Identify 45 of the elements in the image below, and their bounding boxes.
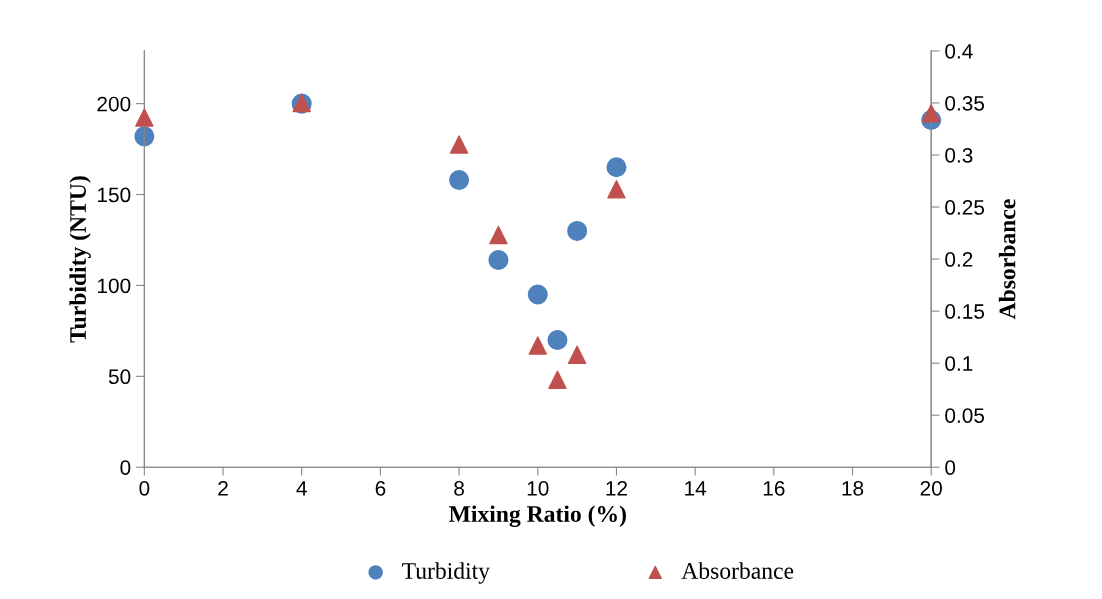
point: [567, 220, 588, 241]
point: [488, 249, 509, 270]
y-tick-label: 100: [98, 278, 131, 294]
point: [135, 108, 154, 127]
point: [449, 135, 469, 154]
x-tick-label: 4: [296, 481, 307, 496]
x-tick-label: 0: [139, 480, 150, 496]
y2-tick-label: 0.35: [945, 95, 985, 111]
point: [548, 370, 567, 389]
x-tick-label: 12: [606, 480, 627, 496]
point: [567, 345, 587, 365]
x-tick-label: 14: [685, 481, 707, 496]
x-tick-label: 6: [375, 480, 386, 496]
x-tick-label: 16: [763, 480, 785, 496]
y2-tick-label: 0.15: [945, 304, 985, 319]
x-tick-label: 20: [920, 480, 942, 496]
x-axis-title: Mixing Ratio (%): [448, 505, 626, 527]
point: [607, 180, 626, 199]
y2-tick-label: 0.25: [945, 200, 985, 215]
point: [489, 225, 508, 245]
x-tick-label: 8: [454, 480, 464, 496]
y2-tick-label: 0: [945, 460, 956, 475]
point: [528, 336, 547, 355]
point: [921, 104, 941, 123]
point: [449, 169, 470, 190]
legend-label: Absorbance: [681, 562, 794, 579]
y-tick-label: 200: [97, 96, 131, 112]
point: [527, 284, 548, 305]
y2-axis-title: Absorbance: [998, 199, 1016, 320]
y2-tick-label: 0.05: [945, 408, 985, 423]
x-tick-label: 10: [527, 480, 549, 496]
x-tick-label: 2: [218, 480, 228, 496]
y2-tick-label: 0.3: [945, 147, 973, 163]
point: [134, 126, 155, 147]
y-axis-title: Turbidity (NTU): [69, 176, 91, 343]
point: [547, 329, 568, 350]
point: [606, 157, 627, 178]
legend-label: Turbidity: [402, 562, 490, 584]
y-tick-label: 150: [98, 187, 131, 203]
y2-tick-label: 0.4: [945, 43, 973, 59]
y2-tick-label: 0.2: [945, 252, 973, 267]
y-tick-label: 50: [108, 369, 131, 385]
x-tick-label: 18: [842, 480, 864, 496]
y2-tick-label: 0.1: [945, 356, 973, 371]
y-tick-label: 0: [120, 460, 131, 475]
